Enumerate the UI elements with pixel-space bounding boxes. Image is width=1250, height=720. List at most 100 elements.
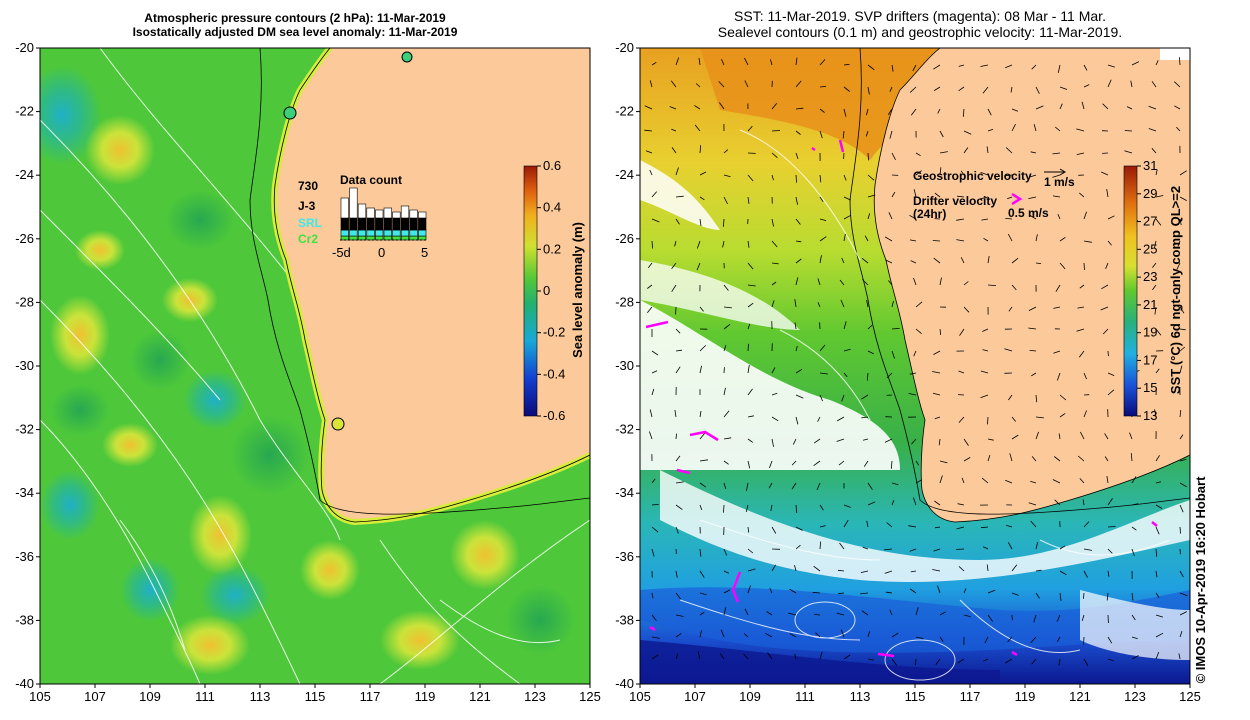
velocity-arrow bbox=[699, 459, 708, 462]
lat-tick-label: -20 bbox=[615, 40, 634, 55]
velocity-arrow bbox=[819, 394, 823, 402]
velocity-arrow bbox=[795, 277, 799, 286]
velocity-arrow bbox=[986, 146, 989, 154]
colorbar-tick-label: -0.4 bbox=[543, 366, 565, 381]
velocity-arrow bbox=[788, 612, 797, 616]
velocity-arrow bbox=[1155, 570, 1158, 578]
colorbar-tick-label: 27 bbox=[1143, 214, 1157, 229]
velocity-arrow bbox=[1179, 482, 1187, 488]
lat-tick-label: -30 bbox=[15, 358, 34, 373]
velocity-arrow bbox=[723, 570, 729, 574]
velocity-arrow bbox=[957, 503, 965, 506]
lat-tick-label: -30 bbox=[615, 358, 634, 373]
velocity-arrow bbox=[723, 482, 727, 490]
velocity-arrow bbox=[888, 280, 893, 286]
velocity-arrow bbox=[891, 328, 900, 330]
drifter-track[interactable] bbox=[838, 139, 845, 153]
velocity-arrow bbox=[651, 191, 658, 198]
velocity-arrow bbox=[1179, 57, 1181, 66]
velocity-arrow bbox=[771, 240, 778, 248]
velocity-arrow bbox=[819, 651, 823, 660]
count-bar-segment bbox=[409, 229, 418, 237]
velocity-arrow bbox=[1035, 416, 1044, 419]
velocity-arrow bbox=[747, 568, 756, 572]
velocity-arrow bbox=[675, 592, 682, 600]
velocity-arrow bbox=[843, 372, 848, 378]
velocity-arrow bbox=[795, 526, 803, 531]
velocity-arrow bbox=[843, 86, 850, 92]
velocity-arrow bbox=[675, 433, 677, 440]
velocity-arrow bbox=[987, 416, 989, 425]
count-bar-segment bbox=[400, 229, 410, 237]
velocity-arrow bbox=[1107, 64, 1115, 68]
velocity-arrow bbox=[723, 504, 725, 513]
australia-land bbox=[274, 48, 590, 522]
drifter-track[interactable] bbox=[689, 430, 719, 442]
velocity-arrow bbox=[1007, 542, 1013, 550]
velocity-arrow bbox=[980, 526, 989, 529]
velocity-arrow bbox=[723, 196, 728, 205]
velocity-arrow bbox=[647, 284, 653, 289]
velocity-arrow bbox=[843, 321, 847, 330]
count-bar-segment bbox=[357, 203, 367, 219]
drifter-track[interactable] bbox=[877, 652, 895, 658]
velocity-arrow bbox=[939, 167, 942, 176]
velocity-arrow bbox=[910, 260, 917, 264]
velocity-arrow bbox=[747, 388, 753, 396]
velocity-arrow bbox=[651, 218, 660, 223]
velocity-arrow bbox=[675, 633, 682, 638]
velocity-arrow bbox=[1076, 328, 1085, 332]
velocity-arrow bbox=[771, 281, 777, 286]
drifter-track[interactable] bbox=[731, 571, 742, 603]
velocity-arrow bbox=[1152, 284, 1157, 291]
velocity-arrow bbox=[1031, 64, 1037, 70]
drifter-track[interactable] bbox=[649, 625, 656, 632]
velocity-arrow bbox=[1151, 148, 1157, 154]
velocity-arrow bbox=[891, 300, 894, 308]
velocity-arrow bbox=[987, 614, 993, 622]
drifter-track[interactable] bbox=[1151, 521, 1158, 527]
velocity-arrow bbox=[980, 394, 989, 399]
drifter-track[interactable] bbox=[1011, 650, 1018, 657]
lat-tick-label: -28 bbox=[615, 294, 634, 309]
velocity-arrow bbox=[1083, 658, 1089, 667]
velocity-arrow bbox=[699, 196, 705, 201]
tide-gauge-marker[interactable] bbox=[331, 417, 345, 431]
velocity-arrow bbox=[1131, 61, 1140, 66]
sat-label-j3: J-3 bbox=[298, 199, 316, 213]
velocity-arrow bbox=[795, 345, 798, 352]
velocity-arrow bbox=[960, 170, 965, 176]
velocity-arrow bbox=[770, 504, 773, 511]
velocity-arrow bbox=[1107, 548, 1113, 554]
velocity-arrow bbox=[1083, 592, 1085, 599]
velocity-arrow bbox=[1030, 636, 1037, 644]
drifter-track[interactable] bbox=[676, 468, 691, 475]
count-bar-segment bbox=[392, 217, 401, 231]
drifter-track[interactable] bbox=[645, 320, 669, 329]
velocity-arrow bbox=[987, 589, 996, 594]
velocity-arrow bbox=[1155, 526, 1160, 535]
tide-gauge-marker[interactable] bbox=[401, 51, 413, 63]
velocity-arrow bbox=[1031, 372, 1037, 377]
right-map-title: SST: 11-Mar-2019. SVP drifters (magenta)… bbox=[640, 8, 1200, 40]
velocity-arrow bbox=[1083, 64, 1088, 71]
velocity-arrow bbox=[1082, 499, 1085, 506]
velocity-arrow bbox=[644, 105, 653, 110]
velocity-arrow bbox=[1011, 108, 1019, 112]
velocity-arrow bbox=[1155, 548, 1158, 557]
velocity-arrow bbox=[957, 195, 965, 198]
velocity-arrow bbox=[1179, 630, 1183, 638]
lat-tick-label: -20 bbox=[15, 40, 34, 55]
velocity-arrow bbox=[1152, 262, 1157, 268]
drifter-track[interactable] bbox=[811, 146, 816, 152]
velocity-arrow bbox=[1077, 306, 1085, 309]
velocity-arrow bbox=[933, 548, 941, 552]
velocity-arrow bbox=[1035, 394, 1038, 403]
velocity-arrow bbox=[1007, 636, 1013, 643]
velocity-arrow bbox=[698, 57, 701, 66]
velocity-arrow bbox=[884, 570, 893, 574]
velocity-arrow bbox=[980, 370, 989, 374]
velocity-arrow bbox=[1101, 171, 1109, 176]
tide-gauge-marker[interactable] bbox=[283, 106, 297, 120]
velocity-arrow bbox=[816, 482, 821, 491]
